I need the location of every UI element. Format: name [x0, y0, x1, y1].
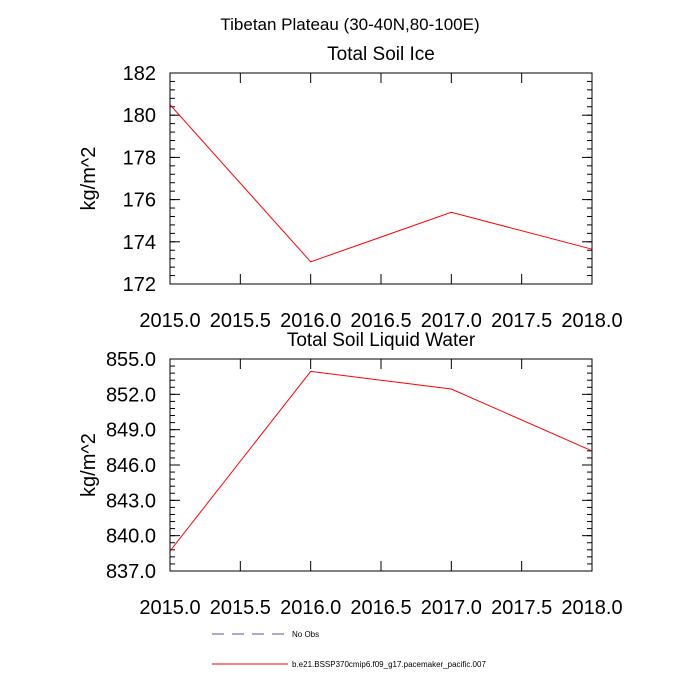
series-line — [169, 370, 593, 552]
x-tick-label: 2017.0 — [421, 310, 482, 332]
x-tick-label: 2016.5 — [350, 597, 411, 619]
panel-total-soil-ice: Total Soil Ice kg/m^2 172 174 176 178 180 182… — [78, 44, 623, 332]
x-tick-label: 2015.0 — [139, 597, 200, 619]
y-axis-label: kg/m^2 — [78, 147, 100, 211]
x-tick-label: 2017.5 — [491, 310, 552, 332]
series-lines — [169, 370, 593, 552]
plot-frame — [169, 358, 593, 572]
x-tick-label: 2016.0 — [280, 310, 341, 332]
y-axis-label: kg/m^2 — [78, 433, 100, 497]
panel-total-soil-liquid-water: Total Soil Liquid Water kg/m^2 837.0 840.… — [78, 330, 623, 619]
y-tick-label: 178 — [123, 147, 156, 169]
y-tick-label: 855.0 — [106, 349, 156, 371]
figure-title: Tibetan Plateau (30-40N,80-100E) — [220, 15, 479, 34]
legend-item-no-obs: No Obs — [212, 630, 319, 639]
y-tick-label: 180 — [123, 105, 156, 127]
x-tick-label: 2015.0 — [139, 310, 200, 332]
y-tick-label: 172 — [123, 274, 156, 296]
x-tick-label: 2016.0 — [280, 597, 341, 619]
y-tick-label: 840.0 — [106, 526, 156, 548]
y-tick-label: 174 — [123, 232, 156, 254]
legend-label-model: b.e21.BSSP370cmip6.f09_g17.pacemaker_pac… — [292, 660, 486, 669]
x-tick-label: 2018.0 — [561, 310, 622, 332]
legend-label-no-obs: No Obs — [292, 630, 319, 639]
y-tick-label: 852.0 — [106, 384, 156, 406]
x-tick-label: 2018.0 — [561, 597, 622, 619]
axis-ticks — [169, 72, 593, 285]
y-tick-label: 176 — [123, 190, 156, 212]
y-tick-label: 846.0 — [106, 455, 156, 477]
x-tick-label: 2016.5 — [350, 310, 411, 332]
legend-item-model: b.e21.BSSP370cmip6.f09_g17.pacemaker_pac… — [212, 660, 486, 669]
axis-ticks — [169, 358, 593, 572]
x-tick-label: 2017.0 — [421, 597, 482, 619]
x-tick-label: 2017.5 — [491, 597, 552, 619]
y-tick-label: 837.0 — [106, 561, 156, 583]
panel-title: Total Soil Liquid Water — [287, 330, 476, 351]
y-tick-label: 843.0 — [106, 490, 156, 512]
y-tick-label: 182 — [123, 63, 156, 85]
tick-labels: 837.0 840.0 843.0 846.0 849.0 852.0 855.0 2015.… — [106, 349, 623, 619]
series-lines — [169, 104, 593, 263]
tick-labels: 172 174 176 178 180 182 2015.0 2015.5 2016.0 2016… — [123, 63, 623, 332]
x-tick-label: 2015.5 — [210, 597, 271, 619]
plot-frame — [169, 72, 593, 285]
legend: No Obs b.e21.BSSP370cmip6.f09_g17.pacema… — [212, 630, 486, 669]
series-line — [169, 104, 593, 263]
y-tick-label: 849.0 — [106, 420, 156, 442]
x-tick-label: 2015.5 — [210, 310, 271, 332]
panel-title: Total Soil Ice — [327, 44, 435, 65]
